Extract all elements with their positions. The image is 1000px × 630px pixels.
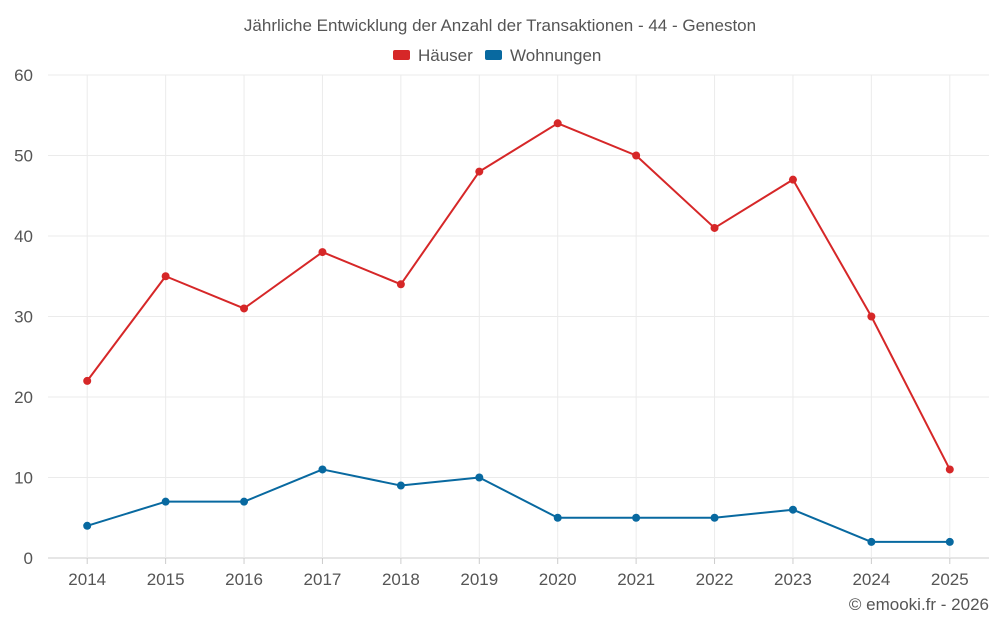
x-tick-label: 2021 (617, 570, 655, 589)
data-point-wohnungen-2014[interactable] (83, 521, 92, 530)
y-tick-label: 30 (14, 308, 33, 327)
x-tick-label: 2019 (460, 570, 498, 589)
data-point-haeuser-2014[interactable] (83, 376, 92, 385)
x-tick-label: 2016 (225, 570, 263, 589)
x-tick-label: 2022 (696, 570, 734, 589)
x-tick-label: 2018 (382, 570, 420, 589)
legend-item-haeuser[interactable]: Häuser (393, 46, 473, 65)
data-point-wohnungen-2019[interactable] (475, 473, 484, 482)
data-point-wohnungen-2024[interactable] (867, 537, 876, 546)
y-tick-label: 40 (14, 227, 33, 246)
data-point-wohnungen-2023[interactable] (788, 505, 797, 514)
legend: Häuser Wohnungen (393, 46, 601, 65)
x-tick-label: 2017 (304, 570, 342, 589)
data-point-haeuser-2022[interactable] (710, 223, 719, 232)
data-point-haeuser-2024[interactable] (867, 312, 876, 321)
data-point-haeuser-2021[interactable] (632, 151, 641, 160)
data-point-wohnungen-2016[interactable] (240, 497, 249, 506)
data-point-wohnungen-2015[interactable] (161, 497, 170, 506)
y-tick-label: 20 (14, 388, 33, 407)
legend-item-wohnungen[interactable]: Wohnungen (485, 46, 601, 65)
x-tick-label: 2014 (68, 570, 106, 589)
data-point-haeuser-2023[interactable] (788, 175, 797, 184)
x-tick-label: 2025 (931, 570, 969, 589)
chart-title: Jährliche Entwicklung der Anzahl der Tra… (244, 16, 756, 35)
x-tick-label: 2024 (852, 570, 890, 589)
legend-label-haeuser: Häuser (418, 46, 473, 65)
data-point-wohnungen-2021[interactable] (632, 513, 641, 522)
data-point-wohnungen-2017[interactable] (318, 465, 327, 474)
data-point-haeuser-2018[interactable] (396, 280, 405, 289)
data-point-haeuser-2025[interactable] (945, 465, 954, 474)
legend-swatch-wohnungen (485, 50, 502, 60)
series-line-wohnungen (86, 468, 950, 543)
series-line-haeuser (86, 122, 951, 470)
data-point-haeuser-2020[interactable] (553, 119, 562, 128)
data-point-haeuser-2019[interactable] (475, 167, 484, 176)
y-tick-label: 0 (24, 549, 33, 568)
legend-swatch-haeuser (393, 50, 410, 60)
data-point-haeuser-2016[interactable] (240, 304, 249, 313)
data-point-wohnungen-2020[interactable] (553, 513, 562, 522)
series-layer (83, 119, 954, 546)
data-point-haeuser-2015[interactable] (161, 272, 170, 281)
x-tick-label: 2020 (539, 570, 577, 589)
y-tick-label: 50 (14, 147, 33, 166)
x-tick-label: 2023 (774, 570, 812, 589)
y-tick-label: 10 (14, 469, 33, 488)
y-axis: 0 10 20 30 40 50 60 (14, 66, 33, 568)
copyright-footer: © emooki.fr - 2026 (849, 595, 989, 614)
data-point-wohnungen-2018[interactable] (396, 481, 405, 490)
data-point-wohnungen-2022[interactable] (710, 513, 719, 522)
x-axis: 2014 2015 2016 2017 2018 2019 2020 2021 2022 2023… (68, 558, 969, 589)
x-tick-label: 2015 (147, 570, 185, 589)
data-point-haeuser-2017[interactable] (318, 248, 327, 257)
data-point-wohnungen-2025[interactable] (945, 537, 954, 546)
y-tick-label: 60 (14, 66, 33, 85)
legend-label-wohnungen: Wohnungen (510, 46, 601, 65)
